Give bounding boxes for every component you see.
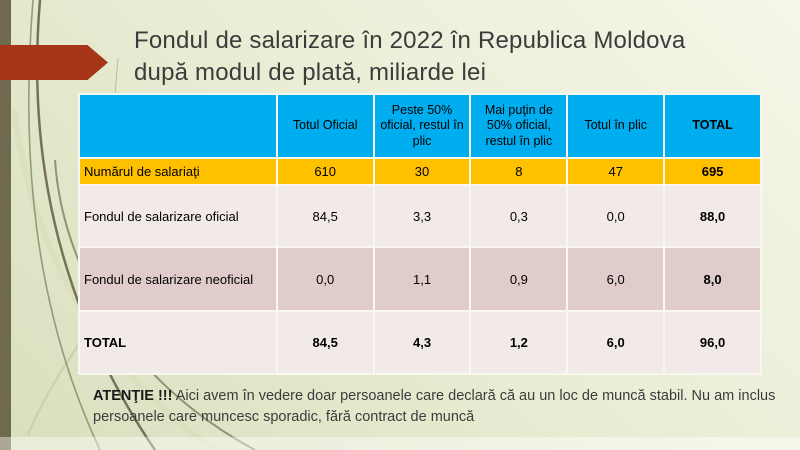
row-label: Numărul de salariaţi <box>78 157 278 186</box>
header-mai-putin-50: Mai puţin de 50% oficial, restul în plic <box>469 93 569 159</box>
attention-note-bold: ATENŢIE !!! <box>93 388 173 404</box>
table-row-numarul-salariati: Numărul de salariaţi 610 30 8 47 695 <box>78 157 762 186</box>
cell-value: 6,0 <box>566 310 666 375</box>
table-header-row: Totul Oficial Peste 50% oficial, restul … <box>78 93 762 159</box>
cell-value: 8 <box>469 157 569 186</box>
row-label: TOTAL <box>78 310 278 375</box>
header-totul-oficial: Totul Oficial <box>275 93 375 159</box>
cell-total-value: 8,0 <box>663 246 762 312</box>
cell-value: 0,9 <box>469 246 569 312</box>
attention-note-text: Aici avem în vedere doar persoanele care… <box>93 388 776 426</box>
header-empty <box>78 93 278 159</box>
cell-value: 47 <box>566 157 666 186</box>
cell-value: 0,3 <box>469 184 569 248</box>
salary-fund-table: Totul Oficial Peste 50% oficial, restul … <box>78 93 762 375</box>
header-peste-50: Peste 50% oficial, restul în plic <box>372 93 472 159</box>
cell-value: 0,0 <box>566 184 666 248</box>
attention-note: ATENŢIE !!! Aici avem în vedere doar per… <box>93 386 793 428</box>
table-row-total: TOTAL 84,5 4,3 1,2 6,0 96,0 <box>78 310 762 375</box>
cell-value: 3,3 <box>372 184 472 248</box>
footer-band <box>0 437 800 450</box>
cell-value: 4,3 <box>372 310 472 375</box>
cell-value: 84,5 <box>275 184 375 248</box>
cell-value: 610 <box>275 157 375 186</box>
cell-value: 1,1 <box>372 246 472 312</box>
header-totul-in-plic: Totul în plic <box>566 93 666 159</box>
row-label: Fondul de salarizare oficial <box>78 184 278 248</box>
row-label: Fondul de salarizare neoficial <box>78 246 278 312</box>
left-edge-stripe <box>0 0 11 450</box>
table-row-fond-oficial: Fondul de salarizare oficial 84,5 3,3 0,… <box>78 184 762 248</box>
cell-value: 1,2 <box>469 310 569 375</box>
cell-total-value: 96,0 <box>663 310 762 375</box>
cell-total-value: 88,0 <box>663 184 762 248</box>
header-total: TOTAL <box>663 93 762 159</box>
cell-value: 84,5 <box>275 310 375 375</box>
cell-value: 6,0 <box>566 246 666 312</box>
cell-total-value: 695 <box>663 157 762 186</box>
title-arrow-icon <box>0 45 108 80</box>
cell-value: 30 <box>372 157 472 186</box>
cell-value: 0,0 <box>275 246 375 312</box>
table-row-fond-neoficial: Fondul de salarizare neoficial 0,0 1,1 0… <box>78 246 762 312</box>
slide-title: Fondul de salarizare în 2022 în Republic… <box>134 27 686 87</box>
